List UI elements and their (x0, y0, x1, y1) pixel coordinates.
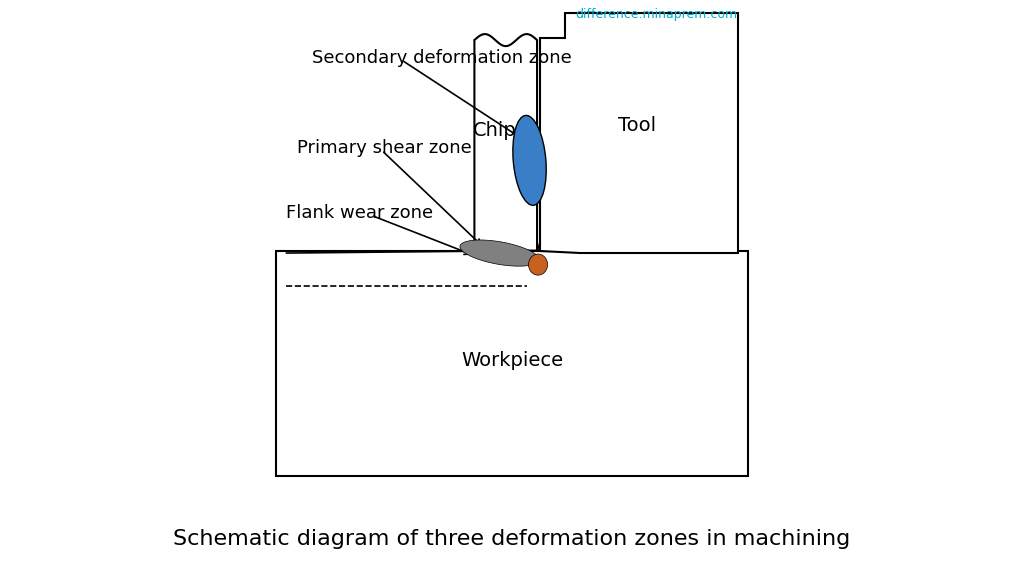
Bar (276, 251, 748, 476)
Text: difference.minaprem.com: difference.minaprem.com (575, 7, 737, 21)
Text: Flank wear zone: Flank wear zone (287, 204, 433, 222)
Ellipse shape (460, 240, 539, 266)
Ellipse shape (513, 115, 546, 205)
Text: Chip: Chip (473, 121, 516, 140)
Text: Primary shear zone: Primary shear zone (297, 139, 471, 157)
Polygon shape (540, 13, 737, 253)
Text: Workpiece: Workpiece (461, 351, 563, 370)
Text: Tool: Tool (618, 116, 656, 135)
Text: Schematic diagram of three deformation zones in machining: Schematic diagram of three deformation z… (173, 529, 851, 548)
Polygon shape (474, 34, 537, 251)
Text: Secondary deformation zone: Secondary deformation zone (311, 48, 571, 67)
Ellipse shape (528, 254, 548, 275)
